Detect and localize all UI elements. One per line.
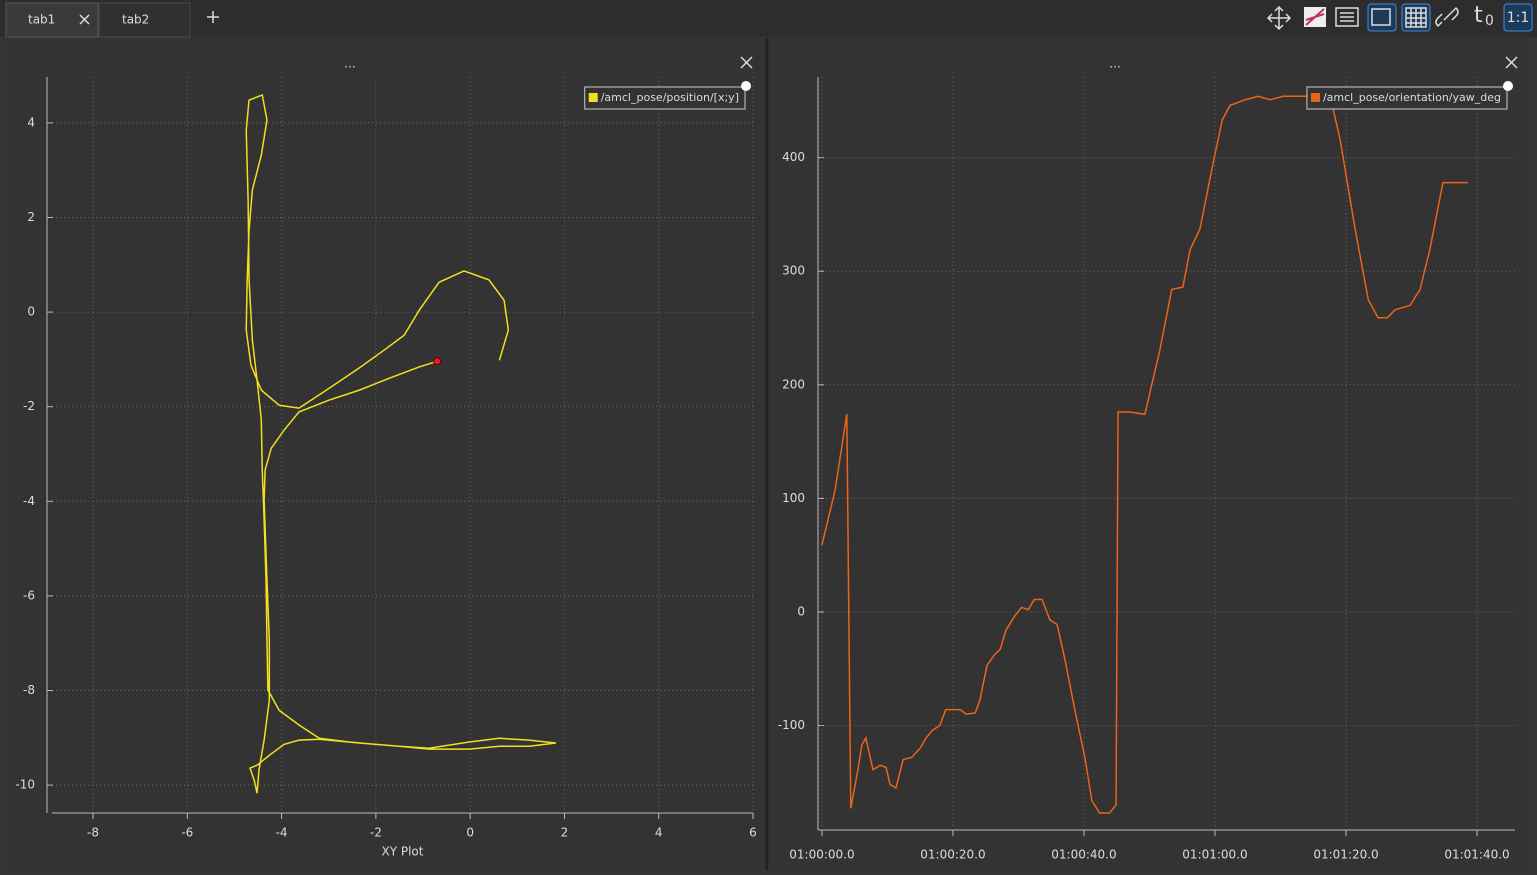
legend[interactable] — [584, 86, 746, 110]
legend-handle — [1503, 81, 1513, 91]
x-axis-label: XY Plot — [382, 845, 424, 859]
x-tick-label: -2 — [370, 826, 382, 840]
tab[interactable] — [98, 2, 191, 38]
grid-icon-lines — [1405, 7, 1427, 28]
x-tick-label: -4 — [276, 826, 288, 840]
zoom-icon-line — [1305, 8, 1325, 26]
y-tick-label: 300 — [782, 264, 805, 278]
legend-handle — [741, 81, 751, 91]
x-tick-label: 01:01:40.0 — [1444, 848, 1509, 862]
y-tick-label: -6 — [23, 588, 35, 602]
y-tick-label: 0 — [797, 604, 805, 618]
toolbar: t 0 1:1 — [1266, 3, 1533, 32]
tab[interactable] — [5, 2, 99, 38]
time-icon-body — [1371, 8, 1391, 26]
x-tick-label: 2 — [561, 826, 569, 840]
time-offset-icon[interactable]: t — [1474, 3, 1483, 28]
legend-icon-lines — [1340, 12, 1354, 22]
legend[interactable] — [1306, 86, 1508, 110]
y-tick-label: -2 — [23, 399, 35, 413]
ratio-button[interactable] — [1503, 3, 1533, 32]
legend-label: /amcl_pose/position/[x;y] — [601, 91, 739, 104]
y-tick-label: 2 — [27, 210, 35, 224]
time-offset-sub: 0 — [1485, 13, 1494, 29]
y-tick-label: 4 — [27, 115, 35, 129]
legend-swatch — [588, 93, 598, 102]
x-tick-label: 01:01:00.0 — [1182, 848, 1247, 862]
trajectory — [245, 93, 557, 794]
add-tab[interactable] — [207, 11, 219, 23]
x-tick-label: 0 — [466, 826, 474, 840]
y-tick-label: -4 — [23, 494, 35, 508]
tab-label: tab1 — [28, 13, 55, 27]
x-tick-label: -8 — [87, 826, 99, 840]
y-tick-label: -10 — [15, 778, 35, 792]
y-tick-label: 100 — [782, 491, 805, 505]
plot-panel — [770, 38, 1530, 870]
y-tick-label: 400 — [782, 150, 805, 164]
y-tick-label: -100 — [778, 718, 805, 732]
y-tick-label: 200 — [782, 377, 805, 391]
panel-close[interactable] — [1505, 56, 1518, 69]
x-tick-label: 4 — [655, 826, 663, 840]
panel-close[interactable] — [740, 56, 753, 69]
tab-label: tab2 — [122, 13, 149, 27]
y-tick-label: -8 — [23, 683, 35, 697]
x-tick-label: 01:00:00.0 — [789, 848, 854, 862]
legend-swatch — [1310, 93, 1320, 102]
legend-icon[interactable] — [1335, 7, 1359, 27]
x-tick-label: 6 — [749, 826, 757, 840]
x-tick-label: 01:00:20.0 — [920, 848, 985, 862]
pan-icon[interactable] — [1266, 5, 1292, 31]
legend-label: /amcl_pose/orientation/yaw_deg — [1323, 91, 1501, 104]
link-icon[interactable] — [1435, 6, 1459, 28]
panel-title: ... — [1109, 57, 1120, 71]
y-tick-label: 0 — [27, 305, 35, 319]
panel-title: ... — [344, 57, 355, 71]
plot-panel — [5, 38, 765, 870]
current-position — [433, 357, 442, 366]
ratio-label: 1:1 — [1507, 10, 1530, 26]
tab-close[interactable] — [79, 14, 90, 25]
x-tick-label: 01:01:20.0 — [1313, 848, 1378, 862]
x-tick-label: -6 — [181, 826, 193, 840]
x-tick-label: 01:00:40.0 — [1051, 848, 1116, 862]
